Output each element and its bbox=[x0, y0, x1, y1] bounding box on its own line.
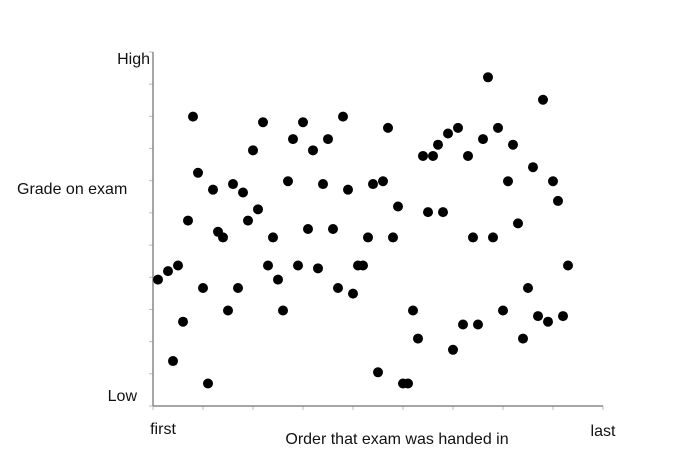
data-point bbox=[208, 184, 218, 195]
data-point bbox=[373, 367, 383, 378]
data-point bbox=[423, 207, 433, 218]
data-point bbox=[338, 111, 348, 122]
data-point bbox=[563, 260, 573, 271]
data-point bbox=[153, 274, 163, 285]
y-axis-label: Grade on exam bbox=[17, 181, 127, 198]
data-point bbox=[448, 344, 458, 355]
x-tick-label-last: last bbox=[591, 423, 616, 440]
data-point bbox=[233, 283, 243, 293]
data-point bbox=[488, 232, 498, 243]
data-point bbox=[223, 305, 233, 316]
data-point bbox=[418, 150, 428, 161]
data-point bbox=[303, 224, 313, 234]
data-point bbox=[503, 176, 513, 187]
data-point bbox=[293, 260, 303, 271]
data-point bbox=[368, 179, 378, 190]
data-point bbox=[558, 311, 568, 322]
data-point bbox=[528, 162, 538, 173]
data-point bbox=[513, 218, 523, 229]
data-point bbox=[383, 122, 393, 133]
data-point bbox=[198, 283, 208, 293]
data-point bbox=[413, 333, 423, 344]
data-point bbox=[258, 117, 268, 128]
data-point bbox=[473, 319, 483, 330]
data-point bbox=[453, 122, 463, 133]
data-point bbox=[238, 187, 248, 198]
data-point bbox=[428, 150, 438, 161]
data-point bbox=[403, 378, 413, 389]
data-point bbox=[313, 263, 323, 274]
data-point bbox=[268, 232, 278, 243]
data-point bbox=[168, 356, 178, 367]
x-tick-label-first: first bbox=[150, 421, 176, 438]
data-point bbox=[363, 232, 373, 243]
data-point bbox=[333, 283, 343, 293]
data-point bbox=[483, 72, 493, 83]
data-point bbox=[323, 134, 333, 145]
data-points bbox=[153, 72, 573, 389]
data-point bbox=[378, 176, 388, 187]
data-point bbox=[548, 176, 558, 187]
data-point bbox=[443, 128, 453, 139]
data-point bbox=[288, 134, 298, 145]
data-point bbox=[388, 232, 398, 243]
data-point bbox=[178, 316, 188, 327]
data-point bbox=[248, 145, 258, 156]
y-tick-label-high: High bbox=[117, 51, 150, 68]
data-point bbox=[173, 260, 183, 271]
data-point bbox=[518, 333, 528, 344]
data-point bbox=[328, 224, 338, 234]
data-point bbox=[193, 167, 203, 178]
data-point bbox=[253, 204, 263, 215]
data-point bbox=[538, 94, 548, 105]
x-axis-label: Order that exam was handed in bbox=[285, 431, 508, 448]
data-point bbox=[463, 150, 473, 161]
data-point bbox=[408, 305, 418, 316]
y-tick-label-low: Low bbox=[108, 388, 138, 405]
data-point bbox=[183, 215, 193, 226]
data-point bbox=[343, 184, 353, 195]
data-point bbox=[163, 266, 173, 277]
data-point bbox=[433, 139, 443, 150]
data-point bbox=[263, 260, 273, 271]
data-point bbox=[273, 274, 283, 285]
data-point bbox=[523, 283, 533, 293]
data-point bbox=[318, 179, 328, 190]
data-point bbox=[478, 134, 488, 145]
data-point bbox=[438, 207, 448, 218]
data-point bbox=[243, 215, 253, 226]
data-point bbox=[468, 232, 478, 243]
data-point bbox=[508, 139, 518, 150]
data-point bbox=[533, 311, 543, 322]
data-point bbox=[393, 201, 403, 212]
data-point bbox=[218, 232, 228, 243]
data-point bbox=[553, 195, 563, 206]
data-point bbox=[278, 305, 288, 316]
data-point bbox=[228, 179, 238, 190]
data-point bbox=[358, 260, 368, 271]
data-point bbox=[283, 176, 293, 187]
data-point bbox=[298, 117, 308, 128]
data-point bbox=[348, 288, 358, 299]
data-point bbox=[188, 111, 198, 122]
y-axis-ticks bbox=[149, 51, 604, 410]
data-point bbox=[498, 305, 508, 316]
data-point bbox=[493, 122, 503, 133]
data-point bbox=[308, 145, 318, 156]
data-point bbox=[203, 378, 213, 389]
data-point bbox=[458, 319, 468, 330]
data-point bbox=[543, 316, 553, 327]
